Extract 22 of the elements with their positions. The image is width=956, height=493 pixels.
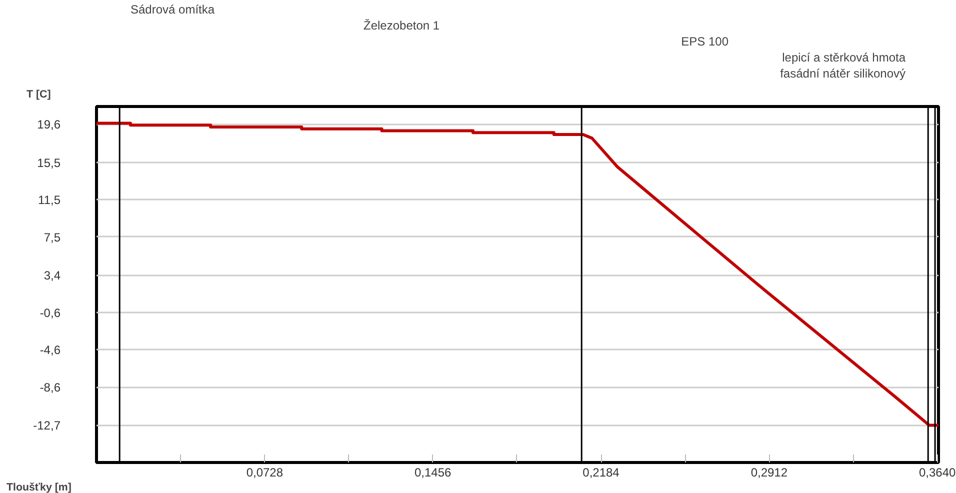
y-tick-label: 15,5	[37, 156, 61, 170]
y-tick-label: 11,5	[38, 193, 61, 208]
x-tick-label: 0,1456	[414, 466, 452, 480]
y-tick-label: -8,6	[40, 380, 61, 395]
y-tick-label: 19,6	[37, 118, 61, 132]
x-tick-label: 0,2912	[750, 466, 788, 480]
text: lepicí a stěrková hmota	[782, 50, 906, 64]
text: Sádrová omítka	[130, 2, 215, 16]
text: fasádní nátěr silikonový	[780, 66, 906, 80]
text: Železobeton 1	[364, 18, 440, 32]
x-tick-label: 0,3640	[918, 466, 956, 480]
y-tick-label: -0,6	[40, 306, 61, 320]
x-tick-label: 0,0728	[246, 466, 284, 480]
x-tick-label: 0,2184	[582, 466, 620, 480]
y-axis-title: T [C]	[26, 88, 51, 100]
x-axis-title: Tloušťky [m]	[6, 482, 72, 493]
y-tick-label: 7,5	[44, 230, 61, 244]
y-tick-label: -12,7	[33, 418, 61, 433]
line-series	[96, 122, 938, 427]
y-tick-label: -4,6	[40, 343, 61, 358]
text: EPS 100	[681, 34, 729, 48]
y-tick-label: 3,4	[44, 268, 61, 283]
